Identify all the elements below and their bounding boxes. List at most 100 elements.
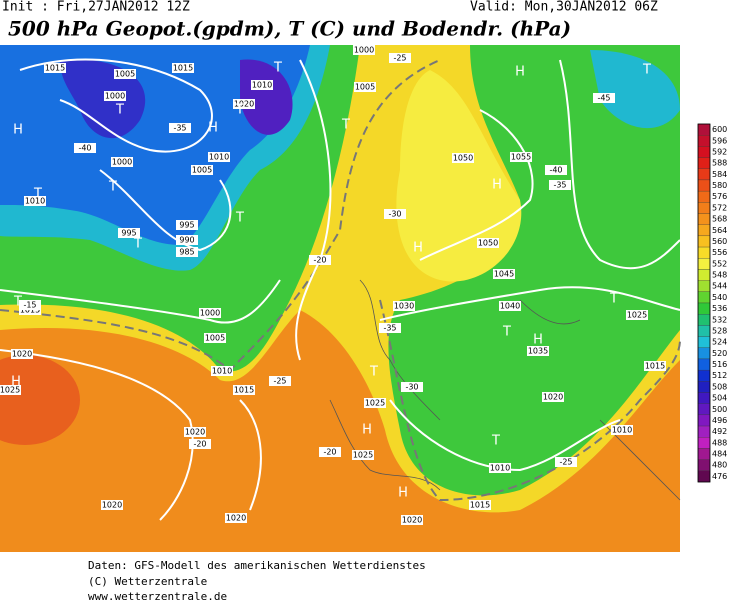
label-box — [477, 238, 499, 248]
isobar-label: -40 — [78, 144, 91, 153]
label-box — [189, 439, 211, 449]
colorbar-swatch — [697, 135, 711, 147]
isobar-label: 1025 — [0, 386, 20, 395]
colorbar-label: 580 — [712, 181, 727, 190]
isobar-label: 1020 — [543, 393, 563, 402]
isobar-label: 1015 — [470, 501, 490, 510]
isobar-label: 1015 — [645, 362, 665, 371]
isobar-label: 1005 — [355, 83, 375, 92]
pressure-center: H — [533, 333, 543, 348]
label-box — [19, 300, 41, 310]
label-box — [176, 220, 198, 230]
isobar-label: -35 — [553, 181, 566, 190]
colorbar-swatch — [697, 325, 711, 337]
isobar-label: -30 — [405, 383, 418, 392]
colorbar-swatch — [697, 235, 711, 248]
colorbar-swatch — [697, 168, 711, 181]
colorbar: 600 596 592 588 584 580 576 572 568 564 560 556 552 5… — [697, 123, 727, 483]
pressure-center: H — [413, 241, 423, 256]
pressure-center: H — [398, 486, 408, 501]
isobar-label: 990 — [179, 236, 194, 245]
label-box — [44, 63, 66, 73]
isobar-label: 1055 — [511, 153, 531, 162]
label-box — [401, 515, 423, 525]
isobar-label: 985 — [179, 248, 194, 257]
label-box — [379, 323, 401, 333]
isobar-label: 1020 — [102, 501, 122, 510]
colorbar-frame — [697, 123, 711, 483]
label-box — [555, 457, 577, 467]
colorbar-swatch — [697, 291, 711, 304]
isobar-label: -35 — [173, 124, 186, 133]
colorbar-swatch — [697, 392, 711, 404]
isobar-label: 1015 — [234, 386, 254, 395]
label-box — [593, 93, 615, 103]
label-box — [74, 143, 96, 153]
label-box — [225, 513, 247, 523]
isobar-label: 1015 — [173, 64, 193, 73]
label-box — [184, 427, 206, 437]
label-box — [101, 500, 123, 510]
isobar-label: -25 — [393, 54, 406, 63]
colorbar-label: 564 — [712, 226, 727, 235]
pressure-center: H — [362, 423, 372, 438]
colorbar-label: 548 — [712, 271, 727, 280]
isobar-label: 1000 — [200, 309, 220, 318]
isobar-label: 1050 — [478, 239, 498, 248]
isobar-label: -25 — [559, 458, 572, 467]
colorbar-label: 496 — [712, 416, 727, 425]
isobar-label: 1020 — [226, 514, 246, 523]
isobar-label: 1020 — [402, 516, 422, 525]
colorbar-label: 512 — [712, 371, 727, 380]
footer-line: www.wetterzentrale.de — [88, 590, 227, 600]
label-box — [114, 69, 136, 79]
colorbar-swatch — [697, 403, 711, 416]
label-box — [452, 153, 474, 163]
pressure-center: T — [115, 103, 124, 118]
label-box — [169, 123, 191, 133]
isobar-label: 1020 — [234, 100, 254, 109]
isobar-label: -40 — [549, 166, 562, 175]
colorbar-label: 520 — [712, 349, 727, 358]
colorbar-label: 556 — [712, 248, 727, 257]
colorbar-swatch — [697, 358, 711, 371]
colorbar-swatch — [697, 213, 711, 225]
colorbar-label: 568 — [712, 215, 727, 224]
label-box — [211, 366, 233, 376]
label-box — [393, 301, 415, 311]
colorbar-swatch — [697, 459, 711, 471]
label-box — [233, 385, 255, 395]
isobar-label: 1040 — [500, 302, 520, 311]
isobar-label: -20 — [193, 440, 206, 449]
colorbar-label: 488 — [712, 438, 727, 447]
label-box — [493, 269, 515, 279]
pressure-center: H — [492, 178, 502, 193]
label-box — [176, 235, 198, 245]
pressure-center: T — [235, 211, 244, 226]
isobar-label: 1025 — [627, 311, 647, 320]
label-box — [489, 463, 511, 473]
isobar-label: -15 — [23, 301, 36, 310]
colorbar-swatch — [697, 123, 711, 136]
label-box — [527, 346, 549, 356]
pressure-center: H — [208, 121, 218, 136]
colorbar-swatch — [697, 448, 711, 460]
label-box — [364, 398, 386, 408]
label-box — [319, 447, 341, 457]
label-box — [118, 228, 140, 238]
isobar-label: 1025 — [365, 399, 385, 408]
isobar-label: 1010 — [209, 153, 229, 162]
label-box — [626, 310, 648, 320]
colorbar-label: 560 — [712, 237, 727, 246]
pressure-center: T — [502, 325, 511, 340]
colorbar-label: 576 — [712, 192, 727, 201]
label-box — [233, 99, 255, 109]
label-box — [384, 209, 406, 219]
colorbar-swatch — [697, 202, 711, 214]
isobar-label: 1010 — [212, 367, 232, 376]
colorbar-label: 532 — [712, 315, 727, 324]
label-box — [208, 152, 230, 162]
isobar-label: 1000 — [112, 158, 132, 167]
